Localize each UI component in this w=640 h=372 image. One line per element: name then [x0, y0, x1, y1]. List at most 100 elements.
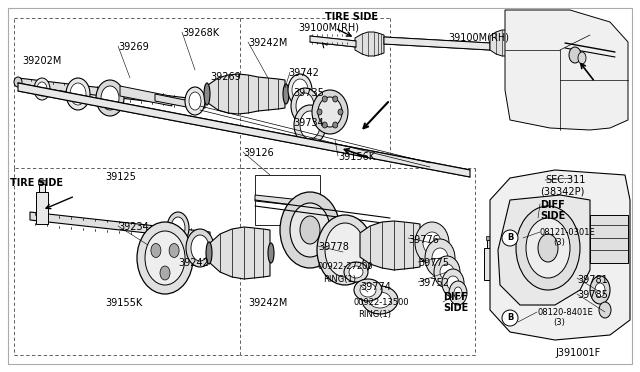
Text: (3): (3) — [553, 318, 565, 327]
Ellipse shape — [70, 83, 86, 105]
Ellipse shape — [323, 122, 327, 128]
Text: SEC.311: SEC.311 — [545, 175, 586, 185]
Ellipse shape — [423, 232, 441, 254]
Ellipse shape — [360, 283, 376, 297]
Ellipse shape — [574, 38, 582, 50]
Text: 39774: 39774 — [360, 282, 391, 292]
Ellipse shape — [291, 88, 319, 124]
Ellipse shape — [171, 217, 185, 239]
Text: (3): (3) — [553, 238, 565, 247]
Ellipse shape — [312, 90, 348, 134]
Text: 39242M: 39242M — [248, 298, 287, 308]
Ellipse shape — [101, 86, 119, 110]
Polygon shape — [155, 94, 197, 109]
Bar — [36, 192, 48, 224]
Text: B: B — [507, 234, 513, 243]
Ellipse shape — [185, 87, 205, 115]
Ellipse shape — [66, 78, 90, 110]
Ellipse shape — [516, 206, 580, 290]
Text: 39268K: 39268K — [182, 28, 219, 38]
Ellipse shape — [167, 212, 189, 244]
Ellipse shape — [145, 231, 185, 285]
Text: 39234: 39234 — [118, 222, 148, 232]
Polygon shape — [490, 170, 630, 340]
Ellipse shape — [37, 82, 47, 96]
Bar — [39, 184, 45, 192]
Ellipse shape — [189, 92, 201, 110]
Ellipse shape — [317, 109, 322, 115]
Ellipse shape — [169, 244, 179, 257]
Ellipse shape — [292, 79, 308, 101]
Polygon shape — [355, 32, 384, 56]
Bar — [484, 248, 496, 280]
Polygon shape — [384, 37, 490, 50]
Polygon shape — [18, 83, 470, 177]
Ellipse shape — [434, 256, 460, 288]
Ellipse shape — [362, 286, 398, 314]
Ellipse shape — [34, 78, 50, 100]
Text: 39156K: 39156K — [338, 152, 375, 162]
Text: 00922-13500: 00922-13500 — [353, 298, 408, 307]
Polygon shape — [490, 30, 520, 56]
Ellipse shape — [317, 215, 373, 285]
Text: 00922-27200: 00922-27200 — [318, 262, 374, 271]
Text: RING(1): RING(1) — [323, 275, 356, 284]
Text: 39100M(RH): 39100M(RH) — [298, 22, 359, 32]
Ellipse shape — [325, 223, 365, 277]
Ellipse shape — [599, 302, 611, 318]
Text: 39735: 39735 — [293, 88, 324, 98]
Ellipse shape — [369, 292, 391, 308]
Ellipse shape — [283, 84, 289, 104]
Ellipse shape — [333, 96, 338, 102]
Text: 39269: 39269 — [210, 72, 241, 82]
Text: 39155K: 39155K — [105, 298, 142, 308]
Ellipse shape — [300, 111, 320, 139]
Polygon shape — [360, 221, 420, 270]
Ellipse shape — [454, 287, 462, 299]
Bar — [487, 240, 493, 248]
Ellipse shape — [526, 218, 570, 278]
Text: 39202M: 39202M — [22, 56, 61, 66]
Text: SIDE: SIDE — [443, 303, 468, 313]
Text: 39125: 39125 — [105, 172, 136, 182]
Polygon shape — [520, 38, 565, 48]
Ellipse shape — [296, 93, 314, 119]
Ellipse shape — [563, 37, 573, 51]
Polygon shape — [30, 212, 210, 240]
Ellipse shape — [502, 230, 518, 246]
Ellipse shape — [502, 310, 518, 326]
Text: 39242M: 39242M — [248, 38, 287, 48]
Ellipse shape — [338, 109, 343, 115]
Text: RING(1): RING(1) — [358, 310, 391, 319]
Ellipse shape — [442, 269, 464, 297]
Ellipse shape — [280, 192, 340, 268]
Ellipse shape — [590, 276, 610, 304]
Text: TIRE SIDE: TIRE SIDE — [10, 178, 63, 188]
Ellipse shape — [191, 235, 209, 261]
Ellipse shape — [290, 203, 330, 257]
Polygon shape — [210, 227, 270, 279]
Ellipse shape — [288, 74, 312, 106]
Ellipse shape — [294, 105, 326, 145]
Text: 39100M(RH): 39100M(RH) — [448, 32, 509, 42]
Ellipse shape — [300, 216, 320, 244]
Text: TIRE SIDE: TIRE SIDE — [325, 12, 378, 22]
Ellipse shape — [538, 234, 558, 262]
Text: J391001F: J391001F — [555, 348, 600, 358]
Ellipse shape — [14, 77, 22, 87]
Polygon shape — [18, 78, 205, 108]
Ellipse shape — [344, 262, 368, 282]
Ellipse shape — [578, 52, 586, 64]
Ellipse shape — [571, 39, 577, 49]
Polygon shape — [208, 74, 285, 114]
Ellipse shape — [449, 281, 467, 305]
Bar — [38, 180, 46, 184]
Ellipse shape — [204, 83, 210, 105]
Text: 08120-8401E: 08120-8401E — [537, 308, 593, 317]
Ellipse shape — [349, 266, 363, 278]
Ellipse shape — [323, 96, 327, 102]
Polygon shape — [120, 86, 172, 106]
Ellipse shape — [160, 266, 170, 280]
Ellipse shape — [415, 222, 449, 264]
Text: 39778: 39778 — [318, 242, 349, 252]
